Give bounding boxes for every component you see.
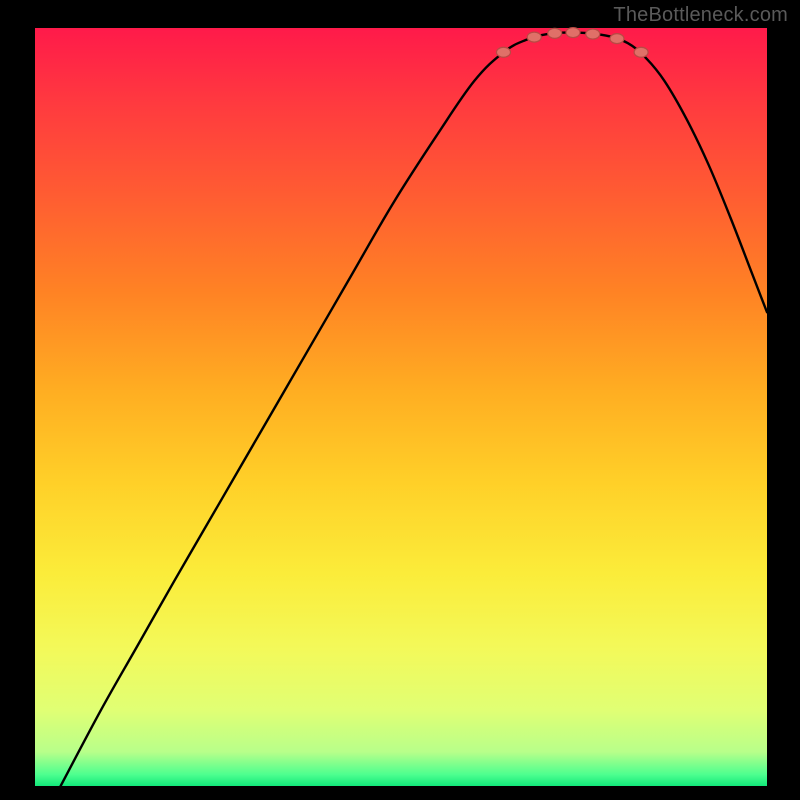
- optimal-marker: [586, 29, 600, 39]
- optimal-marker: [548, 28, 562, 38]
- optimal-marker: [496, 47, 510, 57]
- chart-background: [35, 28, 767, 786]
- optimal-marker: [566, 28, 580, 38]
- optimal-marker: [527, 32, 541, 42]
- chart-stage: TheBottleneck.com: [0, 0, 800, 800]
- optimal-marker: [610, 34, 624, 44]
- optimal-marker: [634, 47, 648, 57]
- bottleneck-curve-chart: [0, 0, 800, 800]
- watermark-text: TheBottleneck.com: [613, 4, 788, 27]
